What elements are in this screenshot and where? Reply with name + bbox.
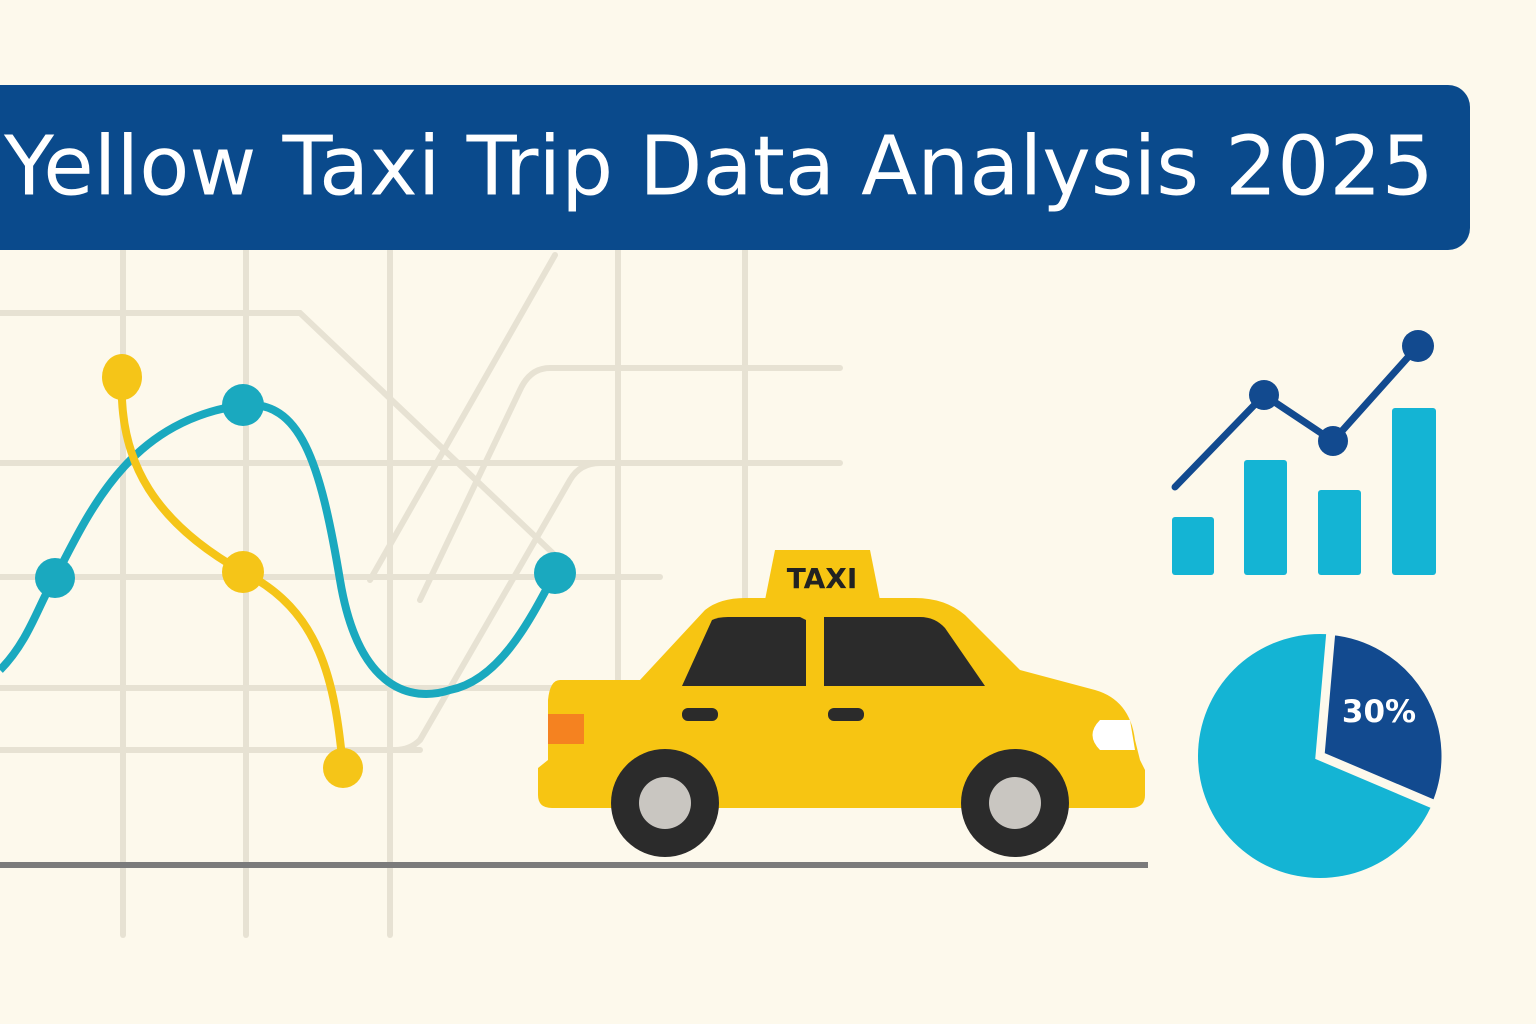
title: Yellow Taxi Trip Data Analysis 2025 <box>3 119 1434 214</box>
icon-line <box>1171 342 1422 491</box>
pie-icon: 30% <box>1198 625 1451 878</box>
line-graphic <box>0 354 576 788</box>
taxi-sign-text: TAXI <box>787 562 858 595</box>
yellow-dot <box>222 551 264 593</box>
icon-bar <box>1172 517 1214 575</box>
door-handle <box>682 708 718 721</box>
head-light <box>1092 720 1135 750</box>
icon-dot <box>1402 330 1434 362</box>
icon-bar <box>1244 460 1287 575</box>
teal-dot <box>534 552 576 594</box>
taxi-window <box>824 617 985 686</box>
yellow-dot <box>102 354 142 400</box>
door-handle <box>828 708 864 721</box>
wheel-hub <box>989 777 1041 829</box>
teal-dot <box>222 384 264 426</box>
icon-dot <box>1249 380 1279 410</box>
icon-bar <box>1318 490 1361 575</box>
teal-dot <box>35 558 75 598</box>
pie-slice <box>1315 625 1451 812</box>
yellow-dot <box>323 748 363 788</box>
icon-bar <box>1392 408 1436 575</box>
pie-label: 30% <box>1342 694 1416 730</box>
wheel-hub <box>639 777 691 829</box>
tail-light <box>548 714 584 744</box>
taxi-sign <box>765 550 880 600</box>
icon-dot <box>1318 426 1348 456</box>
taxi-window <box>682 617 806 686</box>
bar-icon <box>1171 330 1436 575</box>
title-banner <box>0 85 1470 250</box>
taxi: TAXI <box>538 550 1145 857</box>
